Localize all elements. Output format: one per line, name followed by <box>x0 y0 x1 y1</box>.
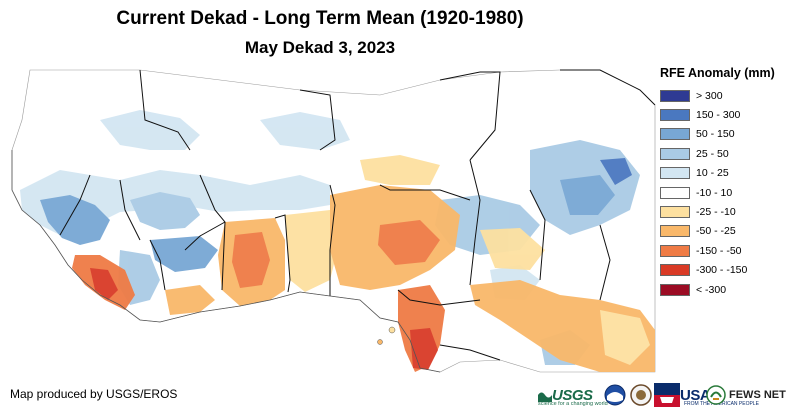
legend-label: 25 - 50 <box>696 147 729 160</box>
legend-label: -50 - -25 <box>696 225 736 238</box>
legend-swatch <box>660 89 690 102</box>
legend-swatch <box>660 147 690 160</box>
legend-swatch <box>660 128 690 141</box>
legend-item: -300 - -150 <box>660 261 795 280</box>
legend-swatch <box>660 264 690 277</box>
legend-item: -10 - 10 <box>660 183 795 202</box>
usgs-wave-icon <box>538 392 552 402</box>
legend-swatch <box>660 109 690 122</box>
noaa-logo-icon <box>604 381 626 409</box>
legend: RFE Anomaly (mm) > 300 150 - 300 50 - 15… <box>660 66 795 299</box>
usgs-logo-icon: USGS science for a changing world <box>538 381 608 409</box>
legend-label: 150 - 300 <box>696 109 741 122</box>
legend-item: 10 - 25 <box>660 164 795 183</box>
fews-net-logo-icon: FEWS NET <box>706 381 786 409</box>
legend-item: -150 - -50 <box>660 241 795 260</box>
legend-label: > 300 <box>696 89 723 102</box>
legend-item: -50 - -25 <box>660 222 795 241</box>
doi-seal-icon <box>630 381 652 409</box>
island <box>388 326 396 334</box>
legend-item: < -300 <box>660 280 795 299</box>
legend-title: RFE Anomaly (mm) <box>660 66 775 80</box>
legend-swatch <box>660 244 690 257</box>
legend-item: -25 - -10 <box>660 202 795 221</box>
legend-item: 25 - 50 <box>660 144 795 163</box>
legend-label: 50 - 150 <box>696 128 735 141</box>
legend-swatch <box>660 167 690 180</box>
map-subtitle: May Dekad 3, 2023 <box>244 38 396 57</box>
fews-net-wordmark: FEWS NET <box>729 389 786 401</box>
usgs-tagline: science for a changing world <box>538 401 608 407</box>
country-borders <box>59 69 656 361</box>
dry-anomaly-areas <box>72 155 655 372</box>
legend-swatch <box>660 283 690 296</box>
legend-item: 150 - 300 <box>660 105 795 124</box>
legend-swatch <box>660 186 690 199</box>
legend-item: 50 - 150 <box>660 125 795 144</box>
island <box>377 339 383 345</box>
legend-label: -150 - -50 <box>696 244 742 257</box>
usaid-tagline: FROM THE AMERICAN PEOPLE <box>684 401 759 407</box>
legend-label: 10 - 25 <box>696 167 729 180</box>
map-title: Current Dekad - Long Term Mean (1920-198… <box>116 8 524 29</box>
map-credit: Map produced by USGS/EROS <box>10 387 178 401</box>
legend-label: -300 - -150 <box>696 264 748 277</box>
legend-swatch <box>660 225 690 238</box>
legend-label: -10 - 10 <box>696 186 733 199</box>
legend-swatch <box>660 206 690 219</box>
legend-label: < -300 <box>696 283 727 296</box>
rainfall-anomaly-map <box>11 69 656 373</box>
usgs-wordmark: USGS <box>552 386 593 404</box>
legend-label: -25 - -10 <box>696 206 736 219</box>
coastline <box>11 150 441 373</box>
agency-logos: USGS science for a changing world USAID … <box>538 381 796 411</box>
legend-item: > 300 <box>660 86 795 105</box>
